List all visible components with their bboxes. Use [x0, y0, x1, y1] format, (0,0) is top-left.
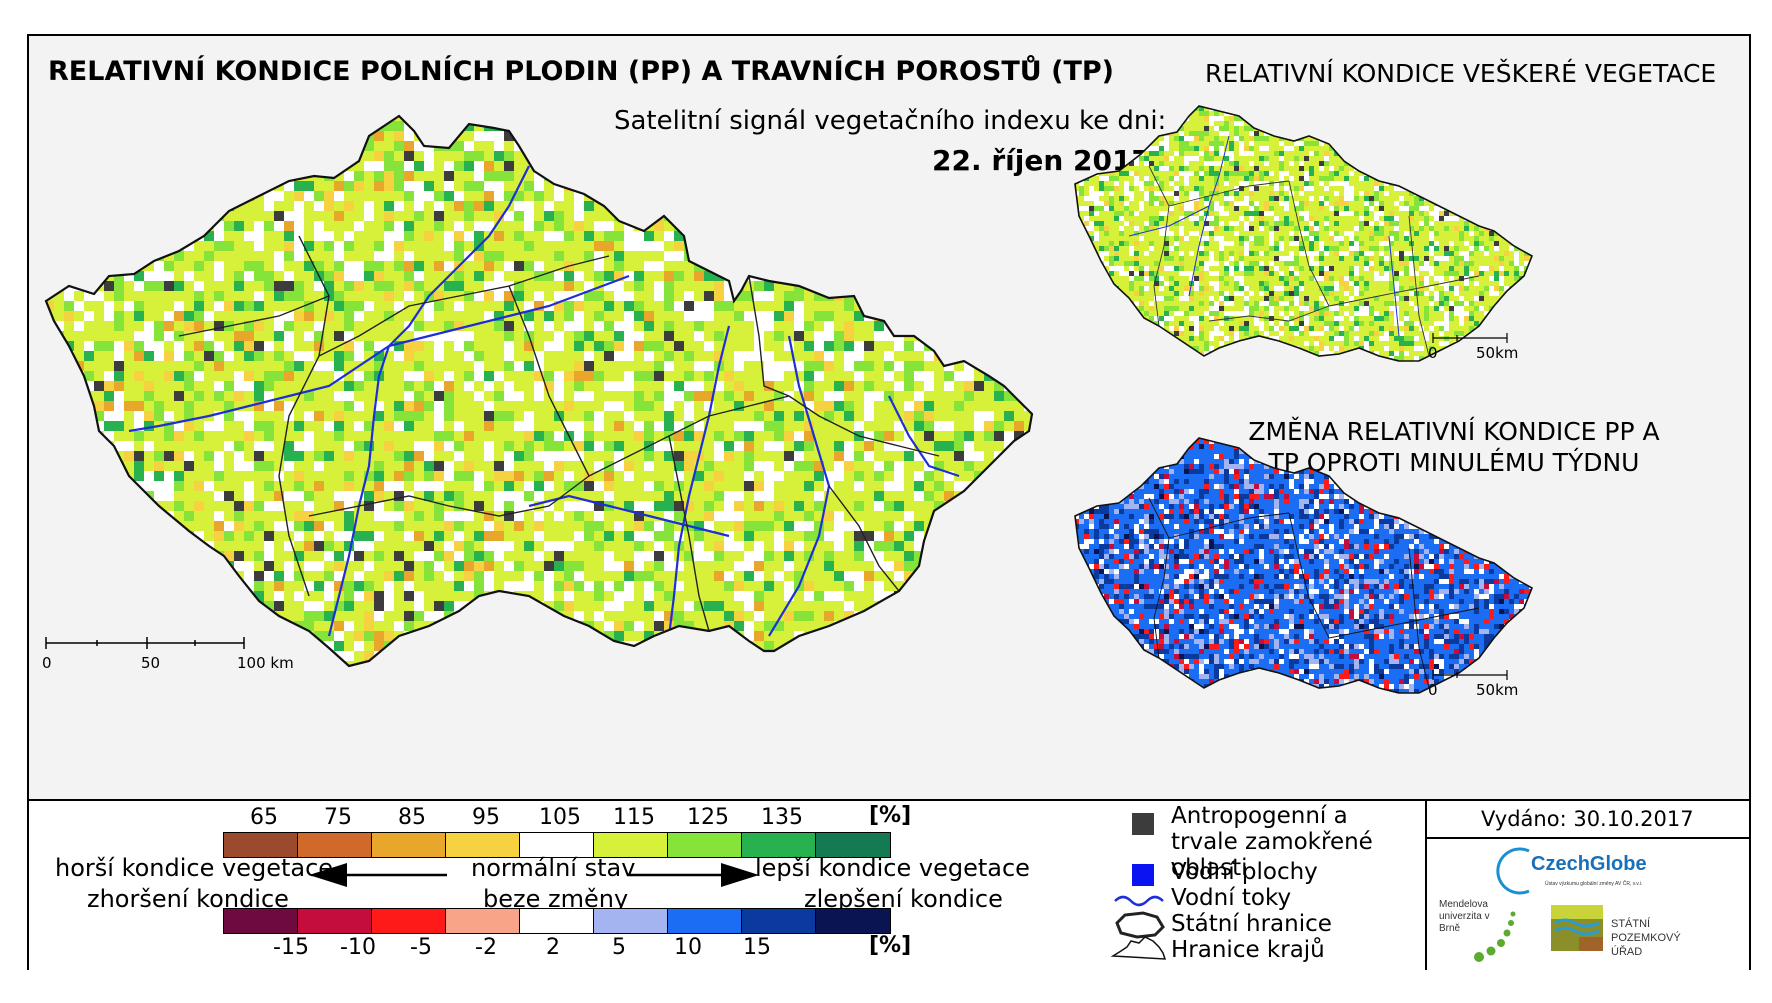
condition-swatch-3 [446, 833, 520, 857]
main-scale-label-100: 100 km [237, 654, 294, 672]
czechglobe-subtitle: Ústav výzkumu globální změny AV ČR, v.v.… [1545, 881, 1643, 887]
change-map-raster [1075, 438, 1532, 693]
main-map: 0 50 100 km 0 50km 0 50km [42, 105, 1534, 699]
condition-color-bar [223, 832, 891, 858]
czechglobe-logo: CzechGlobe Ústav výzkumu globální změny … [1496, 845, 1719, 897]
czechglobe-name: CzechGlobe [1531, 853, 1647, 875]
worse-condition-label: horší kondice vegetace [55, 854, 334, 882]
small1-scale-label-50: 50km [1476, 344, 1518, 362]
condition-swatch-8 [816, 833, 890, 857]
water-bodies-swatch [1132, 864, 1154, 886]
condition-tick-135: 135 [761, 805, 803, 830]
main-map-raster [46, 116, 1032, 666]
anthropogenic-label: Antropogenní a trvale zamokřené oblasti [1171, 803, 1373, 881]
change-tick-15: 15 [743, 935, 771, 960]
change-swatch-0 [224, 909, 298, 933]
small-scale-bar-2 [1432, 670, 1508, 680]
symbol-icons [1110, 895, 1167, 960]
change-swatch-6 [668, 909, 742, 933]
condition-tick-85: 85 [398, 805, 426, 830]
region-border-label: Hranice krajů [1171, 937, 1325, 963]
change-swatch-4 [520, 909, 594, 933]
water-bodies-label: Vodní plochy [1171, 859, 1318, 885]
condition-swatch-0 [224, 833, 298, 857]
change-tick-m15: -15 [273, 935, 309, 960]
right-arrow [627, 863, 759, 887]
logo-separator [1425, 801, 1427, 970]
condition-tick-75: 75 [324, 805, 352, 830]
anthropogenic-swatch [1132, 813, 1154, 835]
change-tick-m5: -5 [410, 935, 432, 960]
condition-tick-95: 95 [472, 805, 500, 830]
legend-area: 65 75 85 95 105 115 125 135 [%] horší ko… [29, 799, 1749, 970]
change-tick-5: 5 [612, 935, 626, 960]
change-map-title: ZMĚNA RELATIVNÍ KONDICE PP A TP OPROTI M… [1248, 417, 1660, 477]
vegetation-map-raster [1075, 106, 1532, 361]
region-border-icon [1110, 936, 1167, 960]
map-sheet: RELATIVNÍ KONDICE POLNÍCH PLODIN (PP) A … [27, 34, 1751, 970]
issued-label: Vydáno: 30.10.2017 [1481, 807, 1694, 831]
change-swatch-1 [298, 909, 372, 933]
change-tick-2: 2 [546, 935, 560, 960]
main-scale-label-0: 0 [42, 654, 52, 672]
condition-swatch-6 [668, 833, 742, 857]
main-scale-bar [45, 637, 245, 649]
condition-tick-115: 115 [613, 805, 655, 830]
small1-scale-label-0: 0 [1428, 344, 1438, 362]
change-swatch-5 [594, 909, 668, 933]
left-arrow [309, 863, 447, 887]
condition-swatch-1 [298, 833, 372, 857]
condition-tick-125: 125 [687, 805, 729, 830]
mendel-name: Mendelova univerzita v Brně [1439, 899, 1490, 934]
change-tick-10: 10 [674, 935, 702, 960]
river-icon [1114, 895, 1164, 907]
vegetation-map-title: RELATIVNÍ KONDICE VEŠKERÉ VEGETACE [1205, 59, 1717, 88]
change-swatch-3 [446, 909, 520, 933]
small2-scale-label-50: 50km [1476, 681, 1518, 699]
change-ticks: -15 -10 -5 -2 2 5 10 15 [199, 935, 899, 961]
main-title: RELATIVNÍ KONDICE POLNÍCH PLODIN (PP) A … [48, 56, 1114, 87]
condition-tick-65: 65 [250, 805, 278, 830]
better-condition-label: lepší kondice vegetace [755, 854, 1030, 882]
czechglobe-arc-icon [1496, 847, 1530, 895]
main-scale-label-50: 50 [141, 654, 160, 672]
normal-state-label: normální stav [471, 854, 636, 882]
small2-scale-label-0: 0 [1428, 681, 1438, 699]
condition-swatch-7 [742, 833, 816, 857]
spu-logo: STÁTNÍ POZEMKOVÝ ÚŘAD [1549, 903, 1739, 965]
condition-swatch-2 [372, 833, 446, 857]
direction-arrows [309, 863, 759, 887]
change-tick-m10: -10 [340, 935, 376, 960]
condition-swatch-4 [520, 833, 594, 857]
condition-tick-105: 105 [539, 805, 581, 830]
spu-name: STÁTNÍ POZEMKOVÝ ÚŘAD [1611, 918, 1681, 958]
condition-ticks: 65 75 85 95 105 115 125 135 [199, 805, 899, 831]
change-swatch-2 [372, 909, 446, 933]
map-area: RELATIVNÍ KONDICE POLNÍCH PLODIN (PP) A … [29, 36, 1749, 799]
subtitle: Satelitní signál vegetačního indexu ke d… [614, 106, 1167, 136]
state-border-icon [1115, 911, 1165, 939]
change-swatch-8 [816, 909, 890, 933]
mendel-logo: Mendelova univerzita v Brně [1439, 899, 1539, 965]
change-unit: [%] [869, 933, 912, 958]
condition-unit: [%] [869, 803, 912, 828]
state-border-label: Státní hranice [1171, 911, 1332, 937]
change-color-bar [223, 908, 891, 934]
change-tick-m2: -2 [475, 935, 497, 960]
condition-swatch-5 [594, 833, 668, 857]
change-swatch-7 [742, 909, 816, 933]
small-scale-bar-1 [1432, 333, 1508, 343]
issued-separator [1427, 837, 1749, 839]
rivers-label: Vodní toky [1171, 885, 1292, 911]
